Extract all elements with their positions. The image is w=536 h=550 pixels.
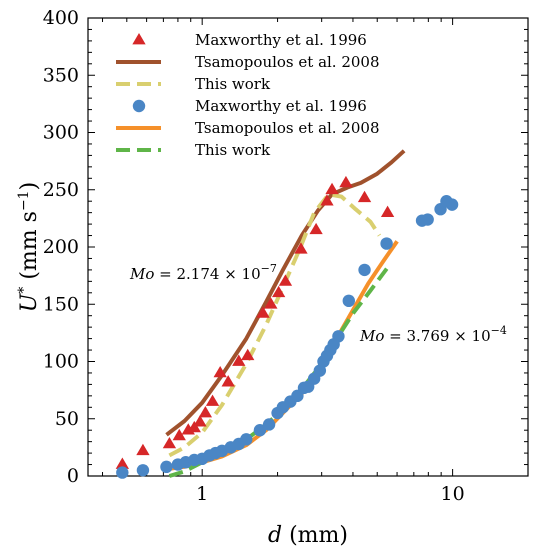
legend-entry: Maxworthy et al. 1996	[132, 31, 367, 49]
legend-label: This work	[195, 141, 271, 159]
x-tick-label: 10	[441, 483, 465, 505]
data-point-triangle	[380, 205, 395, 217]
data-point-circle	[380, 237, 393, 250]
data-point-circle	[160, 460, 173, 474]
y-tick-label: 250	[43, 179, 79, 201]
legend-swatch-circle	[132, 99, 146, 113]
legend-entry: This work	[116, 141, 271, 159]
y-tick-label: 300	[43, 122, 79, 144]
x-tick-label: 1	[196, 483, 208, 505]
series-3	[116, 195, 459, 479]
legend-label: Maxworthy et al. 1996	[195, 31, 367, 49]
y-tick-label: 100	[43, 351, 79, 373]
legend-swatch-triangle	[132, 33, 146, 45]
data-point-triangle	[221, 375, 235, 387]
legend-label: Maxworthy et al. 1996	[195, 97, 367, 115]
legend-entry: Tsamopoulos et al. 2008	[116, 119, 380, 137]
legend-entry: Maxworthy et al. 1996	[132, 97, 367, 115]
data-point-circle	[262, 418, 276, 431]
data-point-circle	[445, 198, 459, 211]
data-point-triangle	[205, 394, 220, 406]
data-point-circle	[332, 330, 345, 343]
annotations: Mo = 2.174 × 10−7 Mo = 3.769 × 10−4	[129, 262, 507, 345]
x-axis-label: d (mm)	[268, 523, 348, 548]
legend-label: Tsamopoulos et al. 2008	[195, 53, 380, 71]
y-axis-label: U* (mm s−1)	[16, 182, 42, 312]
data-point-triangle	[320, 194, 334, 206]
data-point-triangle	[357, 190, 372, 203]
legend-entry: Tsamopoulos et al. 2008	[116, 53, 380, 71]
data-point-triangle	[198, 406, 213, 418]
data-point-triangle	[264, 297, 278, 309]
data-point-circle	[421, 213, 434, 226]
data-point-triangle	[294, 242, 308, 254]
data-point-circle	[136, 464, 150, 477]
data-point-triangle	[271, 285, 286, 298]
data-point-circle	[358, 263, 371, 277]
data-point-circle	[116, 466, 129, 479]
data-point-triangle	[309, 222, 323, 235]
y-tick-label: 150	[43, 293, 79, 315]
data-point-triangle	[339, 175, 353, 188]
data-point-triangle	[232, 354, 246, 366]
legend-entry: This work	[116, 75, 271, 93]
legend: Maxworthy et al. 1996 Tsamopoulos et al. …	[116, 31, 380, 159]
data-point-triangle	[136, 443, 150, 456]
data-point-triangle	[193, 415, 207, 427]
data-point-triangle	[241, 348, 255, 361]
data-point-triangle	[187, 420, 201, 433]
data-point-triangle	[172, 428, 186, 441]
data-point-circle	[253, 424, 267, 437]
data-point-triangle	[115, 457, 130, 469]
data-point-triangle	[256, 306, 270, 318]
y-tick-label: 0	[67, 465, 79, 487]
series-layer	[115, 149, 459, 479]
data-point-circle	[240, 433, 253, 446]
axis-titles: d (mm) U* (mm s−1)	[16, 182, 348, 548]
annotation-morton-1: Mo = 2.174 × 10−7	[129, 262, 277, 283]
y-tick-label: 350	[43, 64, 79, 86]
data-point-triangle	[213, 365, 227, 378]
series-2	[168, 192, 382, 458]
data-point-triangle	[325, 182, 339, 195]
data-point-triangle	[162, 436, 177, 449]
series-line	[165, 149, 406, 437]
y-tick-label: 400	[43, 7, 79, 29]
annotation-morton-2: Mo = 3.769 × 10−4	[359, 324, 507, 345]
y-tick-label: 200	[43, 236, 79, 258]
series-0	[115, 175, 395, 469]
y-axis-ticks: 0 50 100 150 200 250 300 350 400	[43, 7, 528, 487]
series-line	[168, 192, 382, 458]
series-1	[165, 149, 406, 437]
x-axis-ticks: 1 10	[102, 18, 529, 505]
plot-area-border	[87, 17, 529, 477]
y-tick-label: 50	[55, 408, 79, 430]
data-point-triangle	[278, 274, 293, 286]
legend-label: This work	[195, 75, 271, 93]
legend-label: Tsamopoulos et al. 2008	[195, 119, 380, 137]
plot-frame	[87, 17, 529, 477]
data-point-circle	[342, 294, 355, 308]
